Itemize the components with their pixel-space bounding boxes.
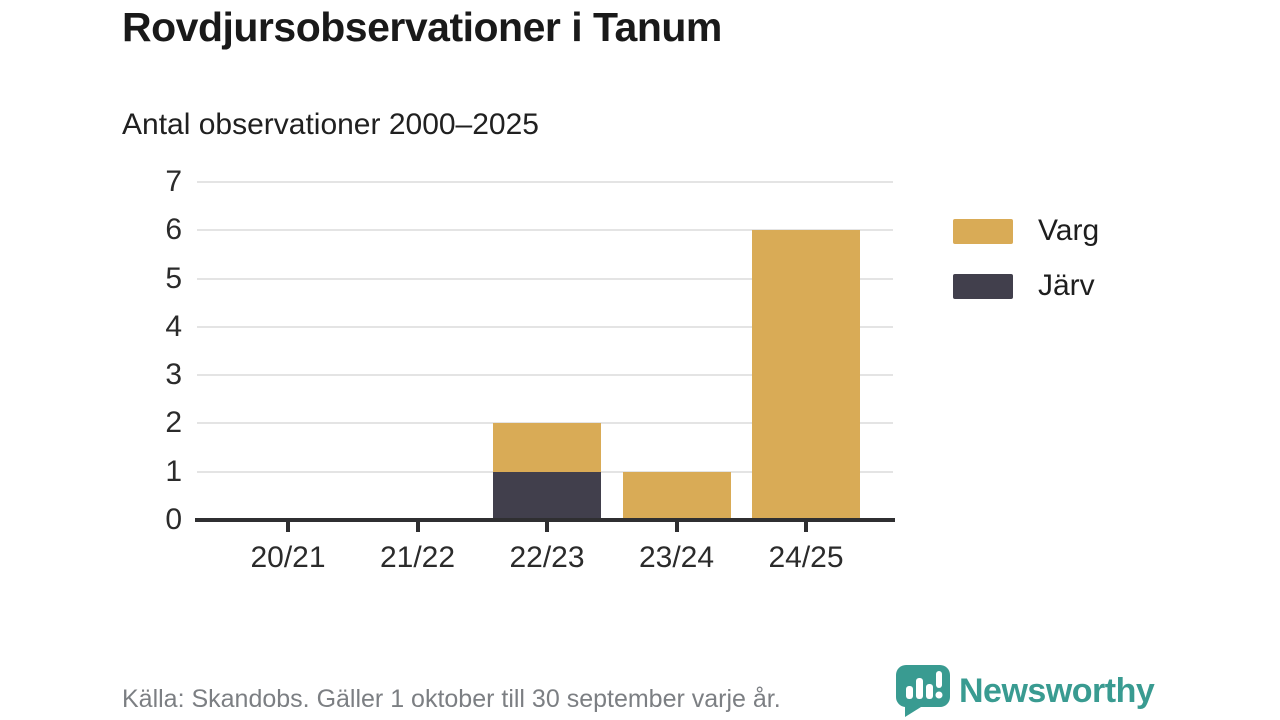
legend-swatch-varg [953, 218, 1013, 244]
y-axis-tick-label: 2 [165, 406, 182, 440]
y-axis-tick-label: 0 [165, 503, 182, 536]
brand-logo: Newsworthy [895, 664, 1155, 718]
y-axis-tick-label: 7 [165, 165, 182, 198]
x-axis-tick-label: 22/23 [509, 541, 585, 574]
y-axis-tick-label: 3 [165, 358, 182, 392]
legend-swatch-järv [953, 273, 1013, 299]
x-axis-tick [415, 522, 420, 532]
bar-segment-varg-24/25 [752, 230, 860, 520]
gridline [197, 325, 893, 328]
x-axis-tick-label: 20/21 [250, 541, 326, 574]
x-axis-tick-label: 24/25 [768, 541, 844, 574]
source-note: Källa: Skandobs. Gäller 1 oktober till 3… [122, 685, 781, 713]
gridline [197, 229, 893, 232]
gridline [197, 374, 893, 377]
gridline [197, 181, 893, 183]
legend-item-varg: Varg [953, 214, 1099, 248]
brand-name: Newsworthy [959, 671, 1155, 710]
y-axis-tick-label: 6 [165, 213, 182, 247]
legend-item-järv: Järv [953, 269, 1099, 303]
legend: Varg Järv [953, 214, 1099, 324]
x-axis-tick [286, 522, 290, 532]
chart-subtitle: Antal observationer 2000–2025 [122, 108, 539, 141]
x-axis-tick-label: 21/22 [379, 541, 456, 574]
y-axis-tick-label: 5 [165, 261, 182, 295]
page-title: Rovdjursobservationer i Tanum [122, 4, 722, 50]
legend-label: Järv [1038, 269, 1095, 302]
y-axis-tick-label: 4 [165, 309, 182, 343]
bar-segment-varg-22/23 [493, 423, 601, 472]
bar-segment-järv-22/23 [493, 471, 601, 520]
x-axis-tick [804, 522, 808, 532]
x-axis-tick [674, 522, 679, 532]
newsworthy-bubble-chart-icon [895, 665, 950, 717]
legend-label: Varg [1038, 214, 1100, 247]
bar-segment-varg-23/24 [622, 471, 731, 520]
y-axis-tick-label: 1 [165, 454, 182, 488]
x-axis-line [195, 518, 895, 522]
x-axis-tick [545, 522, 549, 532]
gridline [197, 277, 893, 280]
x-axis-tick-label: 23/24 [638, 541, 715, 574]
